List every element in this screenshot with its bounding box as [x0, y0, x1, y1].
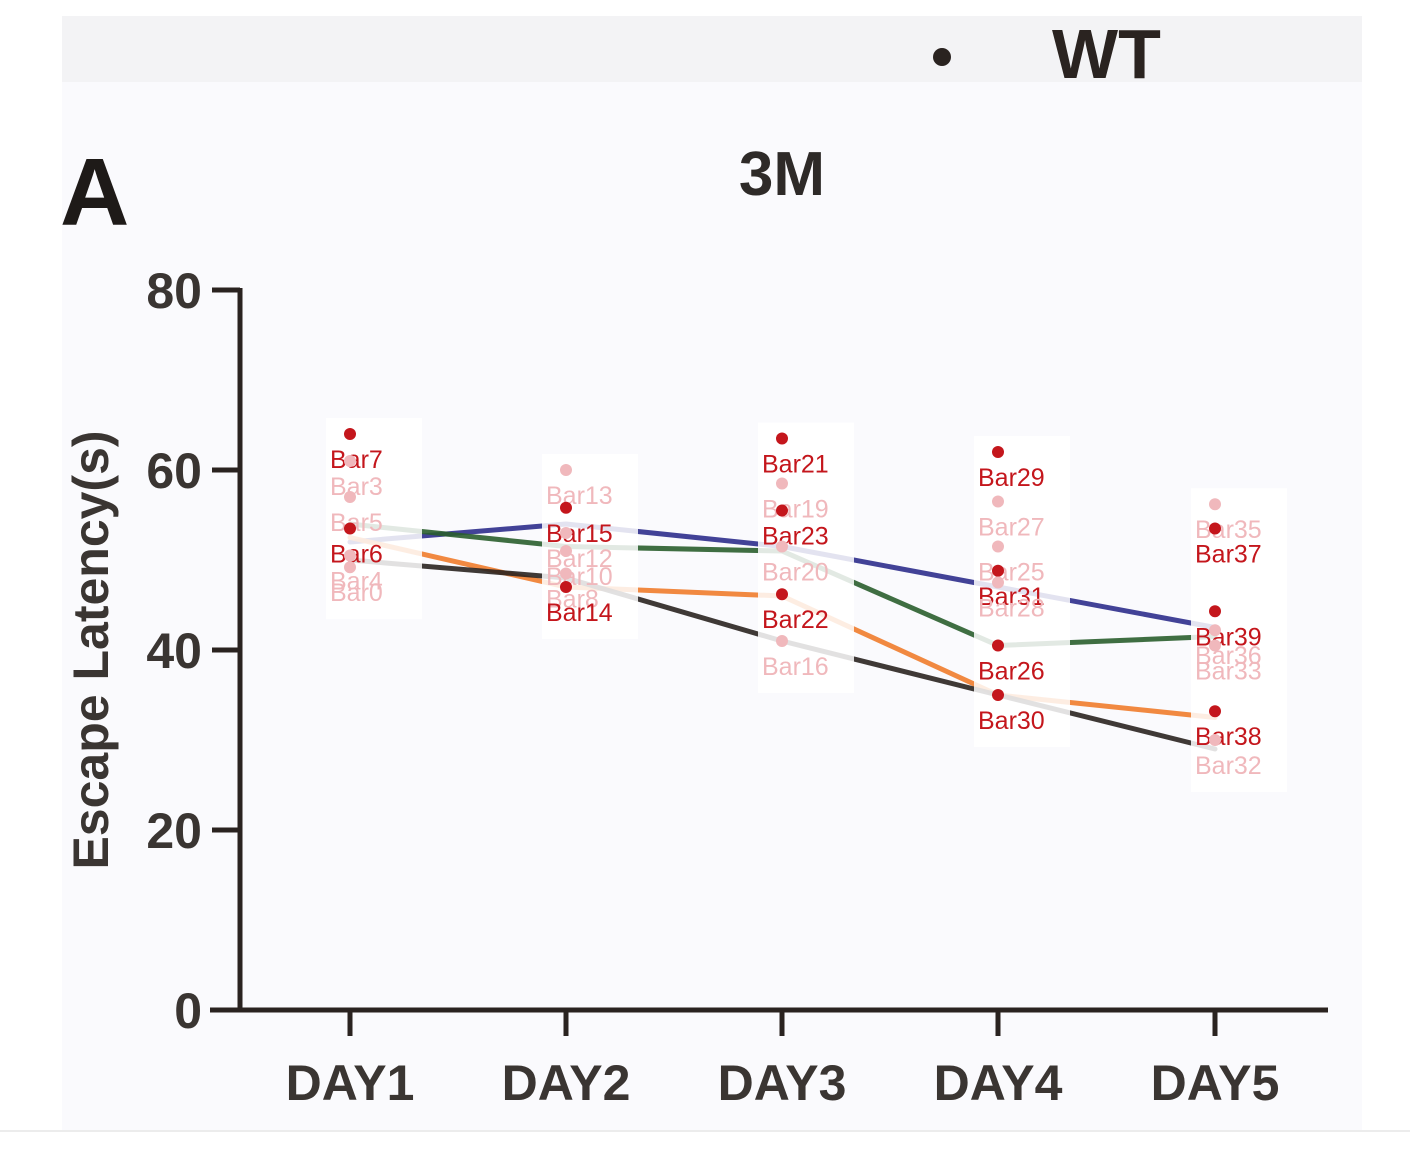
bar-marker — [1209, 705, 1221, 718]
bar-label: Bar29 — [978, 464, 1045, 492]
bar-marker — [344, 491, 356, 503]
bar-marker — [776, 540, 788, 553]
bar-label: Bar3 — [330, 473, 383, 501]
bar-marker — [992, 495, 1004, 508]
bar-marker — [992, 639, 1004, 652]
bar-marker — [1209, 639, 1221, 652]
x-axis-ticks: DAY1 DAY2 DAY3 DAY4 DAY5 — [286, 1010, 1280, 1111]
y-axis-label: Escape Latency(s) — [63, 430, 119, 869]
bar-label: Bar7 — [330, 446, 383, 474]
bar-label: Bar20 — [762, 559, 829, 587]
panel-label: A — [60, 139, 129, 246]
bar-label: Bar16 — [762, 653, 829, 681]
bar-label: Bar31 — [978, 583, 1045, 611]
y-tick-label: 0 — [174, 983, 202, 1039]
bar-label: Bar6 — [330, 541, 383, 569]
bar-marker — [560, 501, 572, 514]
bar-label: Bar30 — [978, 707, 1045, 735]
annotation-backdrop — [326, 418, 422, 620]
figure-background — [62, 82, 1362, 1130]
x-tick-label: DAY5 — [1151, 1055, 1280, 1111]
bar-label: Bar26 — [978, 658, 1045, 686]
bar-label: Bar4 — [330, 568, 383, 596]
bar-label: Bar33 — [1195, 658, 1262, 686]
x-tick-label: DAY1 — [286, 1055, 415, 1111]
bar-marker — [992, 564, 1004, 577]
bar-marker — [1209, 498, 1221, 511]
x-tick-label: DAY2 — [502, 1055, 631, 1111]
bar-label: Bar14 — [546, 599, 613, 627]
bar-label: Bar15 — [546, 520, 613, 548]
bar-label: Bar28 — [978, 595, 1045, 623]
bar-marker — [560, 464, 572, 476]
bar-label: Bar21 — [762, 451, 829, 479]
bar-marker — [344, 549, 356, 562]
legend-marker-icon — [933, 48, 951, 66]
y-tick-label: 60 — [146, 443, 202, 499]
y-tick-label: 40 — [146, 623, 202, 679]
bar-marker — [992, 446, 1004, 458]
bar-marker — [776, 432, 788, 445]
bar-marker — [1209, 624, 1221, 637]
bar-label: Bar32 — [1195, 752, 1262, 780]
bar-marker — [1209, 605, 1221, 618]
bar-marker — [992, 540, 1004, 553]
bar-marker — [1209, 734, 1221, 746]
annotation-backdrop — [542, 454, 638, 639]
bar-label: Bar36 — [1195, 642, 1262, 670]
bar-label: Bar37 — [1195, 541, 1262, 569]
bar-label: Bar19 — [762, 496, 829, 524]
bar-annotations: Bar7Bar3Bar5Bar6Bar4Bar0Bar13Bar15Bar12B… — [326, 418, 1287, 792]
bar-label: Bar25 — [978, 559, 1045, 587]
x-tick-label: DAY3 — [718, 1055, 847, 1111]
x-tick-label: DAY4 — [934, 1055, 1063, 1111]
annotation-backdrop — [1191, 488, 1287, 792]
bar-marker — [776, 635, 788, 647]
annotation-backdrop — [758, 422, 854, 693]
bar-marker — [992, 576, 1004, 589]
legend-label: WT — [1052, 15, 1161, 93]
chart-title: 3M — [739, 140, 825, 209]
bar-label: Bar23 — [762, 523, 829, 551]
bar-marker — [992, 689, 1004, 701]
bar-marker — [560, 581, 572, 593]
bar-label: Bar22 — [762, 606, 829, 634]
bar-label: Bar10 — [546, 563, 613, 591]
bar-label: Bar35 — [1195, 516, 1262, 544]
y-tick-label: 20 — [146, 803, 202, 859]
bar-marker — [776, 477, 788, 490]
legend-band — [62, 16, 1362, 82]
bar-marker — [344, 428, 356, 440]
bar-marker — [560, 545, 572, 557]
bar-marker — [560, 527, 572, 539]
bar-marker — [344, 561, 356, 574]
bar-label: Bar5 — [330, 509, 383, 537]
bar-label: Bar38 — [1195, 723, 1262, 751]
bar-label: Bar12 — [546, 545, 613, 573]
y-axis-ticks: 0 20 40 60 80 — [146, 263, 240, 1039]
bar-marker — [776, 588, 788, 601]
bar-marker — [1209, 522, 1221, 535]
bar-label: Bar27 — [978, 514, 1045, 542]
annotation-backdrop — [974, 436, 1070, 747]
bar-marker — [776, 504, 788, 517]
bar-label: Bar13 — [546, 482, 613, 510]
bar-marker — [344, 522, 356, 535]
bar-label: Bar8 — [546, 586, 599, 614]
bar-label: Bar0 — [330, 579, 383, 607]
y-tick-label: 80 — [146, 263, 202, 319]
bar-marker — [560, 567, 572, 580]
bar-marker — [344, 455, 356, 467]
bar-label: Bar39 — [1195, 623, 1262, 651]
